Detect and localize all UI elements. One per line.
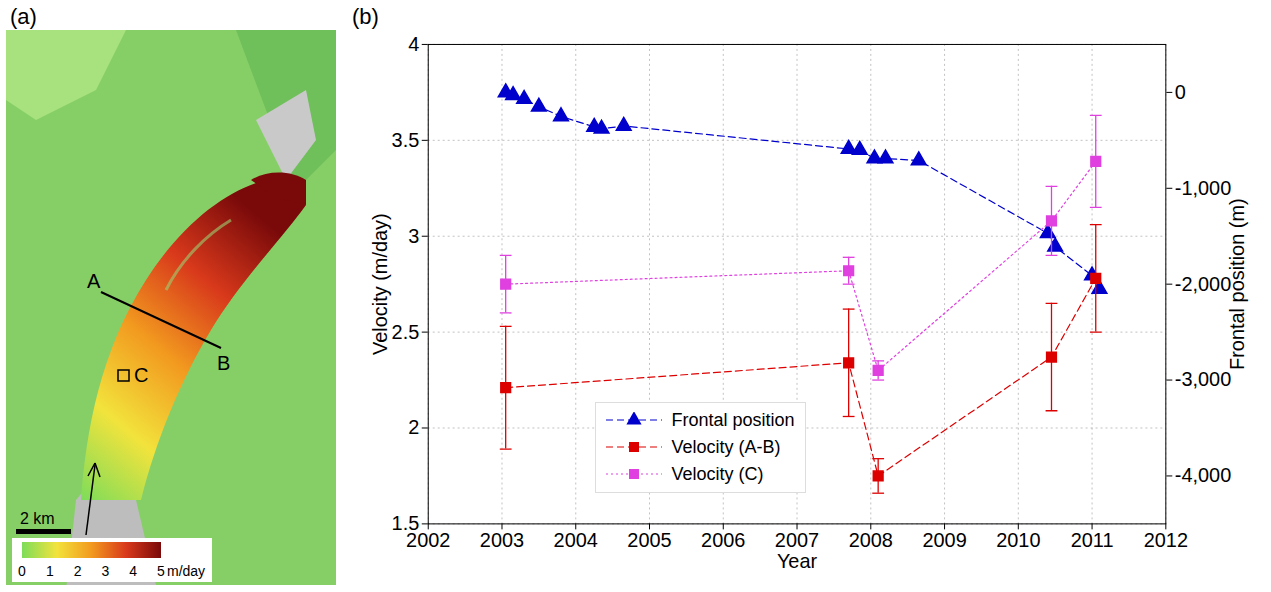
svg-text:A: A: [87, 270, 101, 292]
svg-text:2008: 2008: [849, 529, 893, 551]
svg-text:Frontal position (m): Frontal position (m): [1226, 198, 1248, 370]
html-text:(a): (a): [10, 4, 37, 29]
svg-text:-1,000: -1,000: [1175, 177, 1232, 199]
svg-text:2.5: 2.5: [392, 320, 420, 342]
svg-text:2007: 2007: [775, 529, 819, 551]
svg-text:2: 2: [74, 563, 82, 579]
svg-text:2003: 2003: [480, 529, 524, 551]
svg-text:Year: Year: [777, 550, 818, 572]
svg-text:3: 3: [408, 225, 419, 247]
svg-text:2009: 2009: [922, 529, 966, 551]
html-text:Frontal position: Frontal position: [671, 409, 795, 430]
svg-text:-3,000: -3,000: [1175, 368, 1232, 390]
svg-text:2006: 2006: [701, 529, 745, 551]
html-text:(b): (b): [352, 4, 379, 29]
svg-text:0: 0: [1175, 81, 1186, 103]
svg-text:2: 2: [408, 416, 419, 438]
svg-text:1.5: 1.5: [392, 512, 420, 534]
html-text:Velocity (C): Velocity (C): [671, 463, 764, 484]
svg-text:Velocity (m/day): Velocity (m/day): [369, 213, 391, 355]
svg-text:1: 1: [46, 563, 54, 579]
svg-text:-2,000: -2,000: [1175, 273, 1232, 295]
html-text:Velocity (A-B): Velocity (A-B): [671, 436, 781, 457]
svg-text:2002: 2002: [406, 529, 451, 551]
svg-text:2010: 2010: [996, 529, 1040, 551]
svg-text:C: C: [134, 364, 148, 386]
svg-text:m/day: m/day: [167, 563, 205, 579]
svg-text:2004: 2004: [554, 529, 598, 551]
svg-text:4: 4: [408, 33, 419, 55]
svg-text:0: 0: [18, 563, 26, 579]
svg-text:2012: 2012: [1144, 529, 1188, 551]
svg-text:2 km: 2 km: [20, 510, 55, 527]
svg-text:2011: 2011: [1071, 529, 1114, 551]
svg-text:B: B: [217, 352, 230, 374]
svg-text:4: 4: [129, 563, 137, 579]
svg-text:5: 5: [157, 563, 165, 579]
svg-text:3: 3: [102, 563, 110, 579]
svg-text:-4,000: -4,000: [1175, 464, 1232, 486]
svg-text:3.5: 3.5: [392, 129, 420, 151]
svg-text:2005: 2005: [627, 529, 671, 551]
